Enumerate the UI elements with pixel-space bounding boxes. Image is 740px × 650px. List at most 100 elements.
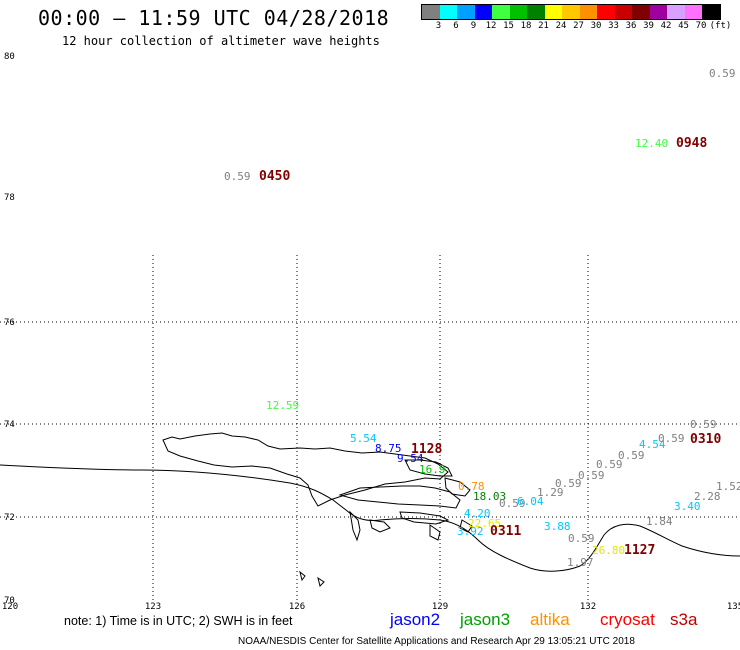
legend-swatch	[649, 5, 667, 19]
legend-swatch	[702, 5, 720, 19]
legend-label: 12	[485, 21, 497, 31]
legend-label: 39	[643, 21, 654, 31]
wave-height-label: 3.92	[457, 525, 484, 538]
wave-height-label: 12.40	[635, 137, 668, 150]
legend-label: 24	[555, 21, 567, 31]
legend-label: 21	[538, 21, 549, 31]
lon-tick-label: 129	[432, 602, 448, 612]
legend-label: 27	[573, 21, 584, 31]
wave-height-labels: 0.59 12.40 0948 0.59 0450 12.59 5.548.759.54 11…	[224, 67, 740, 569]
wave-height-label: 12.59	[266, 399, 299, 412]
legend-swatch	[579, 5, 597, 19]
wave-height-label: 0.59	[568, 532, 595, 545]
lat-tick-label: 74	[4, 420, 15, 430]
wave-height-label: 0.59	[690, 418, 717, 431]
legend-label: 30	[590, 21, 602, 31]
satellite-name: jason2	[390, 610, 441, 629]
island-outline	[338, 485, 461, 509]
wave-height-label: 1.29	[537, 486, 564, 499]
map-title: 00:00 – 11:59 UTC 04/28/2018	[38, 6, 390, 30]
wave-height-label: 26.80	[592, 544, 625, 557]
legend-swatch	[422, 5, 440, 19]
island-outline	[369, 519, 391, 533]
island-outline	[162, 432, 449, 507]
lat-tick-label: 72	[4, 513, 15, 523]
wave-height-label: 1.52	[716, 480, 740, 493]
legend-swatch	[614, 5, 632, 19]
wave-height-label: 6.04	[517, 495, 544, 508]
satellite-name: cryosat	[600, 610, 655, 629]
legend-swatch	[509, 5, 527, 19]
lat-tick-label: 76	[4, 318, 15, 328]
lon-tick-label: 135	[727, 602, 740, 612]
legend-swatch	[597, 5, 615, 19]
legend-label: 15	[503, 21, 514, 31]
wave-height-label: 5.54	[350, 432, 377, 445]
legend-label: 45	[678, 21, 689, 31]
wave-height-label: 4.54	[639, 438, 666, 451]
legend-label: 70	[695, 21, 707, 31]
wave-height-label: 1.84	[646, 515, 673, 528]
wave-height-label: 0.59	[224, 170, 251, 183]
satellite-name: jason3	[460, 610, 511, 629]
island-outline	[404, 459, 453, 477]
pass-time-label: 0948	[676, 136, 707, 151]
wave-height-label: 3.88	[544, 520, 571, 533]
wave-height-label: 0.59	[618, 449, 645, 462]
wave-height-label: 8.75	[375, 442, 402, 455]
lat-tick-label: 70	[4, 596, 15, 606]
color-legend: 3 6 9 12 15 18 21 24 27 30 33 36 39 42 45 70 (ft)	[421, 4, 732, 32]
legend-swatch	[457, 5, 475, 19]
wave-height-label: 0.59	[658, 432, 685, 445]
legend-swatch	[439, 5, 457, 19]
wave-height-label: 2.28	[694, 490, 721, 503]
legend-labels: 3 6 9 12 15 18 21 24 27 30 33 36 39 42 45 70 (ft)	[421, 20, 732, 32]
wave-height-label: 0.59	[499, 497, 526, 510]
pass-time-label: 0310	[690, 432, 721, 447]
wave-height-label: 3.40	[674, 500, 701, 513]
legend-swatch	[684, 5, 702, 19]
wave-height-label: 18.03	[473, 490, 506, 503]
island-outline	[459, 519, 473, 533]
lat-tick-label: 78	[4, 193, 15, 203]
wave-height-label: 9.54	[397, 452, 424, 465]
legend-swatch	[632, 5, 650, 19]
legend-swatch	[492, 5, 510, 19]
legend-label: 36	[625, 21, 637, 31]
lon-tick-label: 123	[145, 602, 161, 612]
legend-label: 42	[660, 21, 672, 31]
wave-height-label: 0.59	[578, 469, 605, 482]
island-outline	[429, 524, 441, 541]
lon-tick-label: 132	[580, 602, 596, 612]
island-outline	[299, 570, 306, 582]
island-outline	[317, 576, 325, 587]
wave-height-label: 0.59	[596, 458, 623, 471]
legend-label: 3	[435, 21, 442, 31]
map-subtitle: 12 hour collection of altimeter wave hei…	[62, 34, 380, 48]
wave-height-label: 16.9	[419, 463, 446, 476]
satellite-name: altika	[530, 610, 570, 629]
legend-swatch	[562, 5, 580, 19]
legend-swatches	[421, 4, 721, 20]
legend-swatch	[544, 5, 562, 19]
lon-tick-label: 120	[2, 602, 18, 612]
wave-height-label: 4.20	[464, 507, 491, 520]
legend-label: 6	[453, 21, 459, 31]
coastline	[0, 432, 740, 587]
pass-time-label: 0450	[259, 169, 290, 184]
lat-tick-label: 80	[4, 52, 15, 62]
legend-swatch	[527, 5, 545, 19]
pass-time-label: 1127	[624, 543, 655, 558]
wave-height-label: 0.59	[555, 477, 582, 490]
legend-label: 33	[608, 21, 619, 31]
wave-height-label: 1.97	[567, 556, 594, 569]
satellite-name: s3a	[670, 610, 698, 629]
legend-swatch	[667, 5, 685, 19]
legend-label: 18	[520, 21, 532, 31]
pass-time-label: 0311	[490, 524, 521, 539]
lon-tick-label: 126	[289, 602, 305, 612]
lat-lon-grid	[0, 255, 740, 600]
